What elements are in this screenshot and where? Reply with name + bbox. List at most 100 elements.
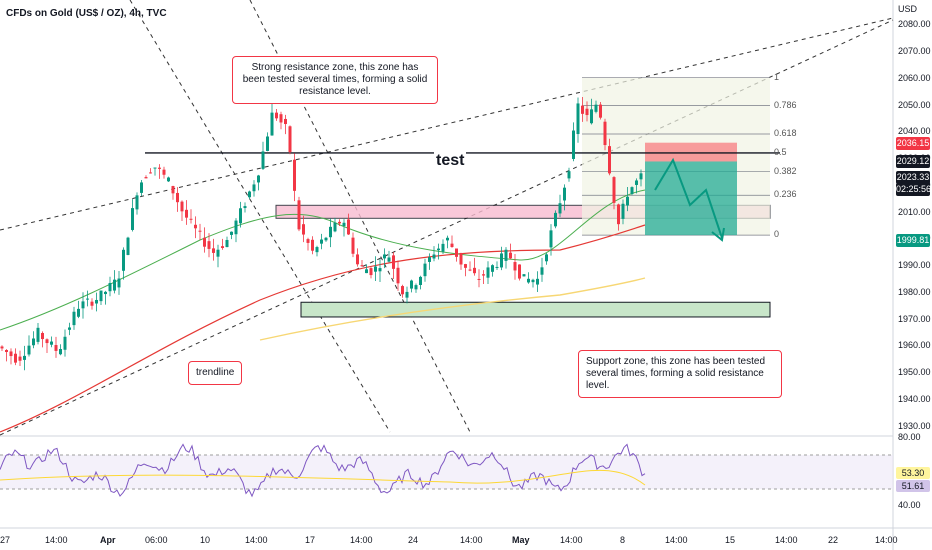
x-tick-label: 14:00 <box>350 535 373 545</box>
rsi-value-tag: 53.30 <box>896 467 930 479</box>
rsi-band <box>0 455 893 489</box>
candle <box>293 159 296 191</box>
candle <box>563 187 566 201</box>
candle <box>599 104 602 118</box>
candle <box>167 177 170 182</box>
candle <box>432 254 436 259</box>
y-tick-label: 1960.00 <box>898 340 931 351</box>
price-tag: 2029.12 <box>896 155 930 169</box>
target-zone <box>645 161 737 236</box>
fib-level-label: 0.786 <box>774 99 797 110</box>
x-tick-label: May <box>512 535 530 545</box>
candle <box>99 290 103 302</box>
candle <box>410 280 413 289</box>
candle <box>450 243 454 248</box>
candle <box>0 346 4 349</box>
x-tick-label: 14:00 <box>560 535 583 545</box>
candle <box>108 283 112 292</box>
rsi-tick-label: 80.00 <box>898 432 921 442</box>
candle <box>554 212 557 227</box>
candle <box>216 249 220 257</box>
candle <box>491 265 494 272</box>
candle <box>275 112 278 119</box>
x-tick-label: 14:00 <box>245 535 268 545</box>
candle <box>306 239 310 243</box>
candle <box>333 222 337 232</box>
candle <box>585 108 589 116</box>
candle <box>239 208 242 224</box>
candle <box>522 274 526 277</box>
price-tag: 2036.15 <box>896 136 930 150</box>
candle <box>27 345 31 355</box>
x-tick-label: 17 <box>305 535 316 545</box>
candle <box>180 201 184 212</box>
x-tick-label: Apr <box>100 535 116 545</box>
candle <box>446 237 449 241</box>
candle <box>81 301 85 309</box>
candle <box>396 267 400 284</box>
x-tick-label: 24 <box>408 535 419 545</box>
candle <box>581 105 584 114</box>
candle <box>248 191 251 198</box>
candle <box>360 265 364 267</box>
candle <box>639 173 643 180</box>
candle <box>374 266 377 272</box>
candle <box>90 301 94 306</box>
candle <box>630 187 634 194</box>
candle <box>135 195 139 210</box>
candle <box>122 249 125 271</box>
candle <box>464 264 467 268</box>
candle <box>297 200 301 230</box>
candle <box>144 177 148 179</box>
rsi-line <box>0 443 646 498</box>
candle <box>63 336 67 350</box>
candle <box>185 209 188 218</box>
y-tick-label: 1980.00 <box>898 286 931 297</box>
candle <box>189 218 193 220</box>
candle <box>347 219 350 235</box>
candle <box>428 257 431 262</box>
candle <box>369 268 373 276</box>
projection-path <box>654 157 723 239</box>
candle <box>131 208 134 230</box>
candle <box>234 220 238 235</box>
candle <box>572 130 575 159</box>
ma-red <box>0 224 646 433</box>
projection-arrowhead <box>711 227 725 242</box>
candle <box>468 269 472 271</box>
candle <box>477 278 481 280</box>
candle <box>225 239 229 248</box>
candle <box>387 257 391 262</box>
candle <box>153 167 157 169</box>
candle <box>113 279 116 291</box>
candle <box>500 253 503 268</box>
rsi-value-tag: 51.61 <box>896 480 930 492</box>
candle <box>392 255 395 269</box>
candle <box>531 279 535 283</box>
candle <box>540 267 544 275</box>
candle <box>117 278 121 288</box>
candle <box>378 268 382 272</box>
candle <box>612 177 616 203</box>
fib-level-label: 0 <box>774 229 780 240</box>
candle <box>212 248 215 253</box>
y-tick-label: 2060.00 <box>898 72 931 83</box>
candle <box>356 254 359 265</box>
channel-upper <box>0 17 894 231</box>
candle <box>495 266 499 268</box>
candle <box>324 237 328 241</box>
candle <box>617 204 620 225</box>
symbol-title: CFDs on Gold (US$ / OZ), 4h, TVC <box>6 8 167 19</box>
resistance-annotation: Strong resistance zone, this zone has be… <box>232 56 438 104</box>
candle <box>261 151 265 169</box>
candle <box>545 254 548 262</box>
candle <box>441 243 445 252</box>
candle <box>68 327 71 330</box>
candle <box>423 263 427 277</box>
candle <box>459 253 463 265</box>
test-line-label: test <box>434 152 467 170</box>
x-tick-label: 14:00 <box>875 535 898 545</box>
candle <box>221 246 224 248</box>
x-tick-label: 10 <box>200 535 211 545</box>
